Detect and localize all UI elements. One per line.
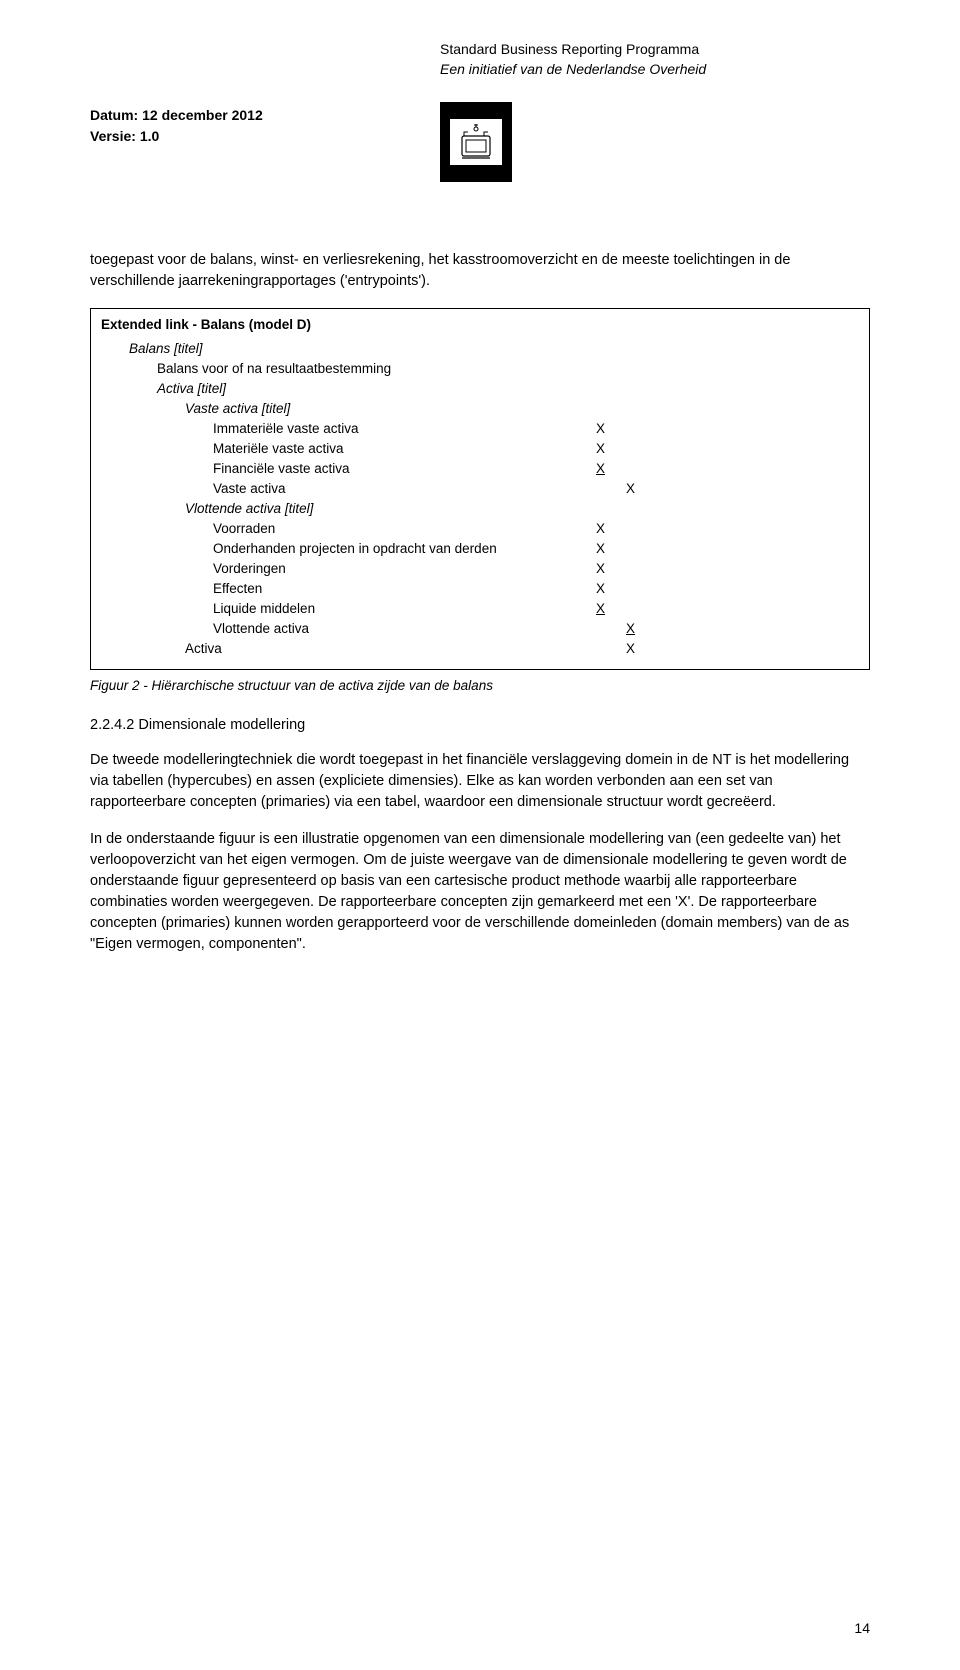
figure-row-label: Balans [titel]	[101, 339, 203, 359]
figure-row: Vaste activa [titel]	[101, 399, 859, 419]
figure-row-value: X	[596, 439, 605, 459]
section-heading: 2.2.4.2 Dimensionale modellering	[90, 715, 870, 736]
figure-rows-container: Balans [titel]Balans voor of na resultaa…	[101, 339, 859, 659]
figure-row: Balans voor of na resultaatbestemming	[101, 359, 859, 379]
figure-row-value: X	[626, 639, 635, 659]
figure-row-label: Balans voor of na resultaatbestemming	[101, 359, 391, 379]
figure-row: Onderhanden projecten in opdracht van de…	[101, 539, 859, 559]
program-subtitle: Een initiatief van de Nederlandse Overhe…	[440, 60, 706, 80]
program-title: Standard Business Reporting Programma	[440, 40, 706, 60]
figure-row-label: Vlottende activa [titel]	[101, 499, 313, 519]
figure-row-value: X	[596, 579, 605, 599]
intro-paragraph: toegepast voor de balans, winst- en verl…	[90, 250, 870, 292]
crest-icon	[456, 122, 496, 162]
figure-row-label: Voorraden	[101, 519, 275, 539]
figure-row-label: Vaste activa [titel]	[101, 399, 290, 419]
main-content: toegepast voor de balans, winst- en verl…	[90, 250, 870, 971]
figure-row-value: X	[596, 459, 605, 479]
figure-row-value: X	[626, 619, 635, 639]
figure-row: Balans [titel]	[101, 339, 859, 359]
figure-row-label: Vlottende activa	[101, 619, 309, 639]
figure-row-label: Immateriële vaste activa	[101, 419, 359, 439]
figure-row: Financiële vaste activa X	[101, 459, 859, 479]
figure-row-label: Effecten	[101, 579, 262, 599]
version-label: Versie: 1.0	[90, 126, 263, 147]
page-number: 14	[854, 1620, 870, 1636]
paragraph-2: De tweede modelleringtechniek die wordt …	[90, 750, 870, 813]
figure-box: Extended link - Balans (model D) Balans …	[90, 308, 870, 670]
figure-row-value: X	[596, 519, 605, 539]
figure-row: Vaste activa X	[101, 479, 859, 499]
figure-row-value: X	[626, 479, 635, 499]
figure-row-value: X	[596, 599, 605, 619]
header-program-block: Standard Business Reporting Programma Ee…	[440, 40, 706, 79]
header-meta-block: Datum: 12 december 2012 Versie: 1.0	[90, 105, 263, 147]
figure-row-label: Activa	[101, 639, 222, 659]
figure-row-label: Financiële vaste activa	[101, 459, 350, 479]
figure-row-value: X	[596, 539, 605, 559]
figure-row: Activa [titel]	[101, 379, 859, 399]
figure-row: Materiële vaste activa X	[101, 439, 859, 459]
figure-caption: Figuur 2 - Hiërarchische structuur van d…	[90, 676, 870, 696]
figure-row-label: Vaste activa	[101, 479, 286, 499]
figure-row-label: Activa [titel]	[101, 379, 226, 399]
paragraph-3: In de onderstaande figuur is een illustr…	[90, 829, 870, 955]
figure-title: Extended link - Balans (model D)	[101, 315, 859, 335]
figure-row: Effecten X	[101, 579, 859, 599]
figure-row: Voorraden X	[101, 519, 859, 539]
figure-row: Vlottende activa X	[101, 619, 859, 639]
figure-row: Vorderingen X	[101, 559, 859, 579]
figure-row: Immateriële vaste activa X	[101, 419, 859, 439]
figure-row-value: X	[596, 559, 605, 579]
figure-row-label: Liquide middelen	[101, 599, 315, 619]
government-logo	[440, 102, 512, 182]
figure-row-label: Materiële vaste activa	[101, 439, 344, 459]
figure-row: Activa X	[101, 639, 859, 659]
figure-row: Liquide middelen X	[101, 599, 859, 619]
figure-row-value: X	[596, 419, 605, 439]
figure-row: Vlottende activa [titel]	[101, 499, 859, 519]
figure-row-label: Onderhanden projecten in opdracht van de…	[101, 539, 497, 559]
date-label: Datum: 12 december 2012	[90, 105, 263, 126]
government-logo-inner	[450, 119, 502, 165]
figure-row-label: Vorderingen	[101, 559, 286, 579]
